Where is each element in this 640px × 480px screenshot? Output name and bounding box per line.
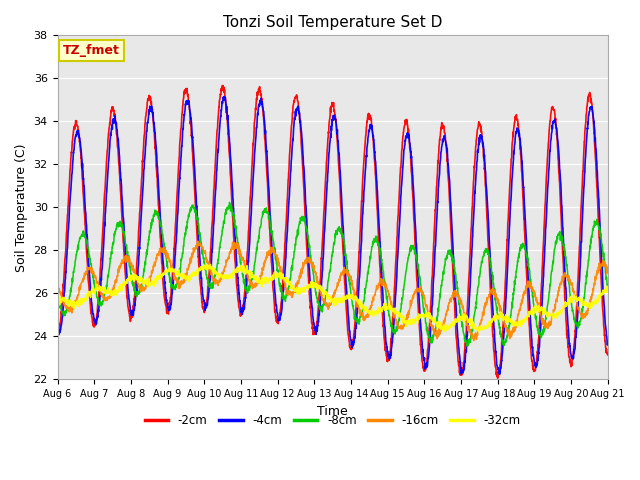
Text: TZ_fmet: TZ_fmet <box>63 44 120 57</box>
X-axis label: Time: Time <box>317 405 348 418</box>
Legend: -2cm, -4cm, -8cm, -16cm, -32cm: -2cm, -4cm, -8cm, -16cm, -32cm <box>140 409 525 432</box>
Title: Tonzi Soil Temperature Set D: Tonzi Soil Temperature Set D <box>223 15 442 30</box>
Y-axis label: Soil Temperature (C): Soil Temperature (C) <box>15 143 28 272</box>
